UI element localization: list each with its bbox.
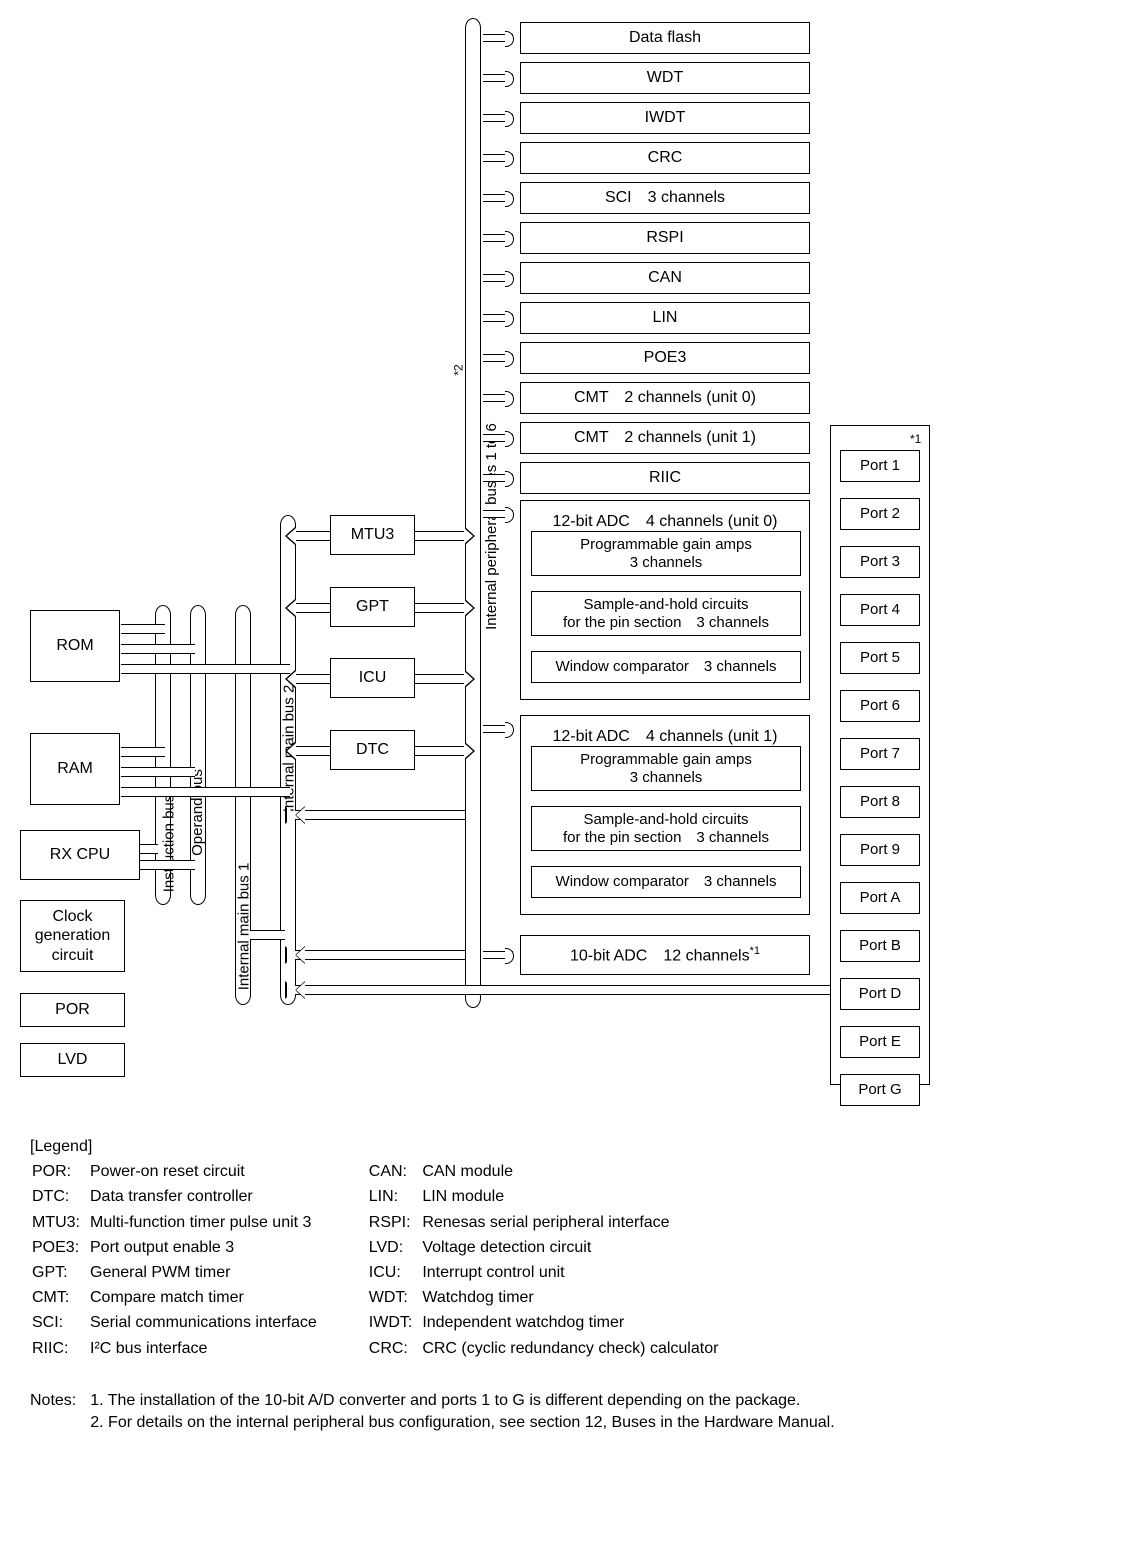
- connector: [295, 985, 830, 995]
- block-mtu3: MTU3: [330, 515, 415, 555]
- periph-riic: RIIC: [520, 462, 810, 494]
- notes: Notes:1. The installation of the 10-bit …: [30, 1390, 1110, 1435]
- connector: [415, 603, 465, 613]
- periph-sci: SCI 3 channels: [520, 182, 810, 214]
- port-PortA: Port A: [840, 882, 920, 914]
- port-PortD: Port D: [840, 978, 920, 1010]
- connector: [415, 531, 465, 541]
- connector: [120, 747, 165, 757]
- legend-col-left: POR:Power-on reset circuitDTC:Data trans…: [30, 1158, 327, 1362]
- periph-lin: LIN: [520, 302, 810, 334]
- block-diagram: Instruction bus Operand bus Internal main …: [0, 0, 1133, 1556]
- port-Port7: Port 7: [840, 738, 920, 770]
- bus-label-operand: Operand bus: [189, 769, 206, 856]
- periph-bus-note: *2: [452, 364, 466, 375]
- adc-inner: Window comparator 3 channels: [531, 651, 801, 683]
- connector: [295, 746, 330, 756]
- block-clock: Clock generation circuit: [20, 900, 125, 972]
- block-dtc: DTC: [330, 730, 415, 770]
- block-lvd: LVD: [20, 1043, 125, 1077]
- stub: [483, 74, 513, 82]
- legend-col-right: CAN:CAN moduleLIN:LIN moduleRSPI:Renesas…: [367, 1158, 729, 1362]
- bus-label-periph: Internal peripheral buses 1 to 6: [483, 423, 500, 630]
- connector: [120, 664, 290, 674]
- stub: [483, 234, 513, 242]
- periph-rspi: RSPI: [520, 222, 810, 254]
- port-Port5: Port 5: [840, 642, 920, 674]
- adc-inner: Window comparator 3 channels: [531, 866, 801, 898]
- connector: [140, 860, 195, 870]
- adc-inner: Programmable gain amps 3 channels: [531, 531, 801, 576]
- bus-label-main1: Internal main bus 1: [235, 863, 252, 991]
- port-Port8: Port 8: [840, 786, 920, 818]
- connector: [120, 624, 165, 634]
- stub: [483, 354, 513, 362]
- periph-cmt0: CMT 2 channels (unit 0): [520, 382, 810, 414]
- port-PortB: Port B: [840, 930, 920, 962]
- block-ram: RAM: [30, 733, 120, 805]
- connector: [120, 644, 195, 654]
- stub: [483, 434, 513, 442]
- port-Port6: Port 6: [840, 690, 920, 722]
- connector: [120, 787, 290, 797]
- port-Port1: Port 1: [840, 450, 920, 482]
- adc-group-adc0: 12-bit ADC 4 channels (unit 0)Programmab…: [520, 500, 810, 700]
- connector: [295, 810, 465, 820]
- ports-note: *1: [910, 432, 921, 446]
- port-Port4: Port 4: [840, 594, 920, 626]
- periph-wdt: WDT: [520, 62, 810, 94]
- stub: [483, 725, 513, 733]
- adc-inner: Sample-and-hold circuits for the pin sec…: [531, 591, 801, 636]
- connector: [295, 674, 330, 684]
- port-Port2: Port 2: [840, 498, 920, 530]
- periph-iwdt: IWDT: [520, 102, 810, 134]
- adc-title: 12-bit ADC 4 channels (unit 0): [521, 507, 809, 531]
- port-Port9: Port 9: [840, 834, 920, 866]
- legend-title: [Legend]: [30, 1135, 1030, 1158]
- stub: [483, 34, 513, 42]
- connector: [140, 844, 158, 854]
- stub: [483, 474, 513, 482]
- adc-title: 12-bit ADC 4 channels (unit 1): [521, 722, 809, 746]
- port-PortE: Port E: [840, 1026, 920, 1058]
- block-icu: ICU: [330, 658, 415, 698]
- port-Port3: Port 3: [840, 546, 920, 578]
- stub: [483, 314, 513, 322]
- adc-group-adc1: 12-bit ADC 4 channels (unit 1)Programmab…: [520, 715, 810, 915]
- stub: [483, 154, 513, 162]
- stub: [483, 274, 513, 282]
- connector: [120, 767, 195, 777]
- block-gpt: GPT: [330, 587, 415, 627]
- block-por: POR: [20, 993, 125, 1027]
- block-rom: ROM: [30, 610, 120, 682]
- stub: [483, 194, 513, 202]
- connector: [415, 746, 465, 756]
- stub: [483, 114, 513, 122]
- periph-cmt1: CMT 2 channels (unit 1): [520, 422, 810, 454]
- stub: [483, 951, 513, 959]
- bus-periph: [465, 18, 481, 1008]
- connector: [415, 674, 465, 684]
- block-cpu: RX CPU: [20, 830, 140, 880]
- stub: [483, 394, 513, 402]
- connector: [295, 603, 330, 613]
- periph-crc: CRC: [520, 142, 810, 174]
- periph-dataflash: Data flash: [520, 22, 810, 54]
- stub: [483, 510, 513, 518]
- adc-inner: Programmable gain amps 3 channels: [531, 746, 801, 791]
- port-PortG: Port G: [840, 1074, 920, 1106]
- legend: [Legend]POR:Power-on reset circuitDTC:Da…: [30, 1135, 1030, 1362]
- periph-10bit-adc: 10-bit ADC 12 channels*1: [520, 935, 810, 975]
- periph-can: CAN: [520, 262, 810, 294]
- connector: [295, 950, 465, 960]
- bus-label-instr: Instruction bus: [160, 795, 177, 893]
- connector: [295, 531, 330, 541]
- adc-inner: Sample-and-hold circuits for the pin sec…: [531, 806, 801, 851]
- connector: [250, 930, 285, 940]
- periph-poe3: POE3: [520, 342, 810, 374]
